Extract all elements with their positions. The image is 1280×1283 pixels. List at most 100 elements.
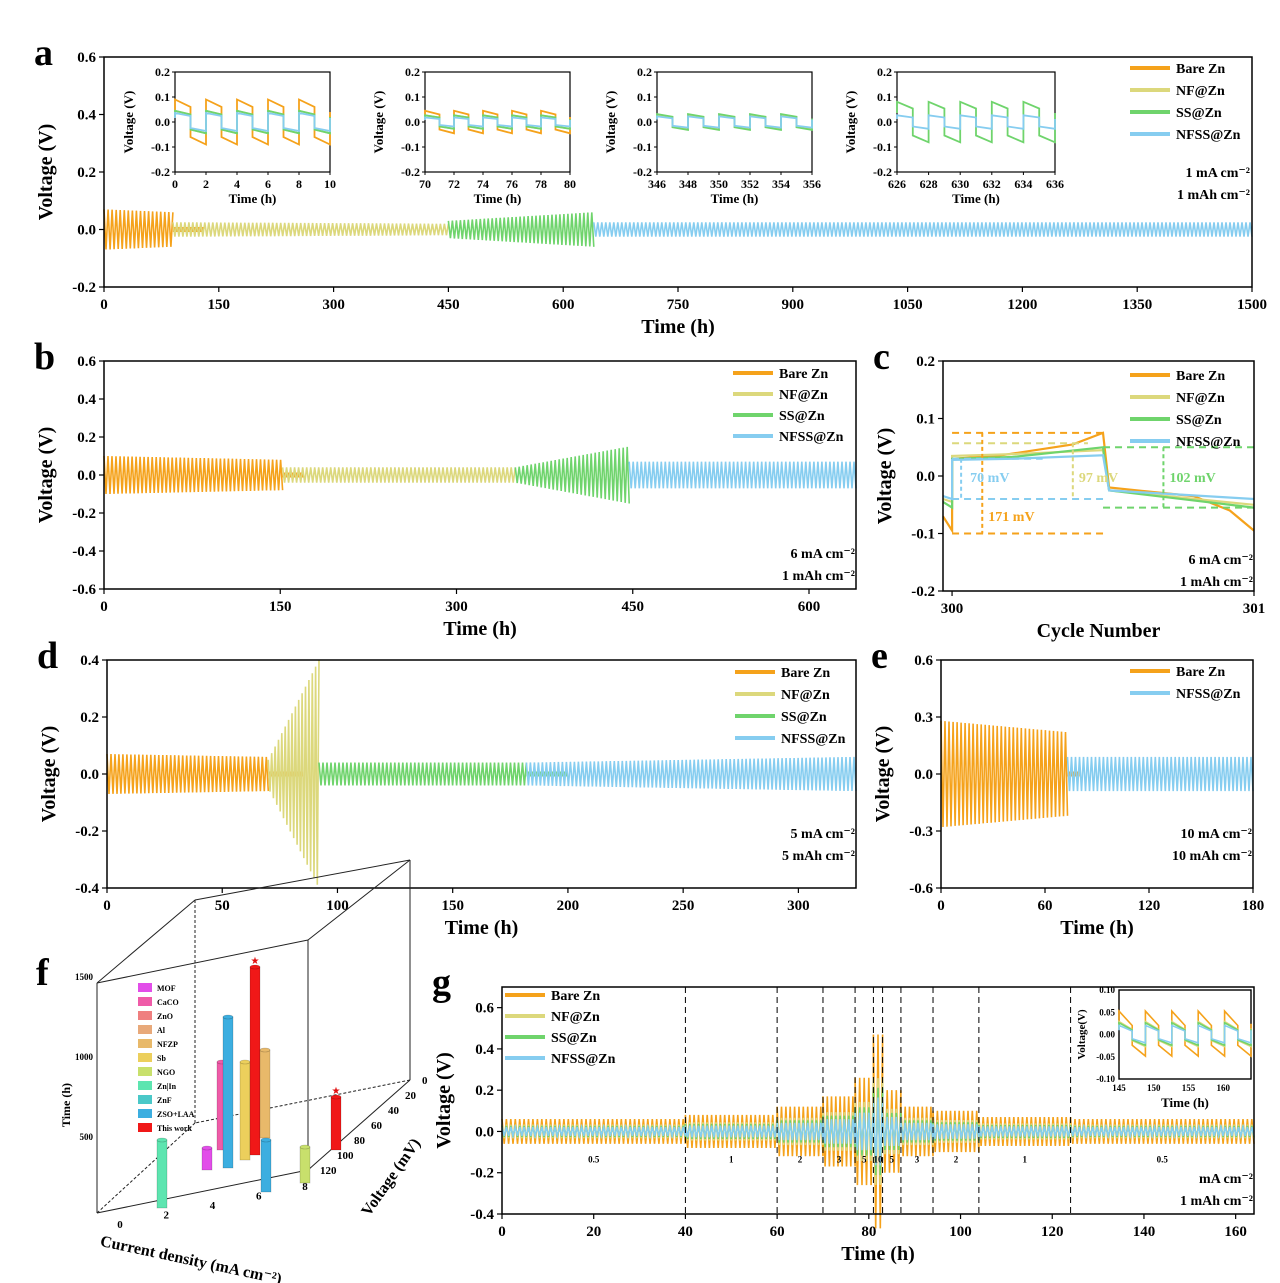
bar-cylinder xyxy=(330,1096,342,1151)
inset-x-label: Time (h) xyxy=(229,191,277,206)
legend-swatch xyxy=(138,1109,152,1118)
y-tick-label: 0.6 xyxy=(77,50,96,66)
inset-x-tick-label: 155 xyxy=(1182,1083,1196,1093)
box-edge xyxy=(96,1122,196,1214)
panel-label: f xyxy=(36,952,50,994)
inset-x-tick-label: 634 xyxy=(1014,177,1032,191)
y-tick-label: 0.0 xyxy=(475,1124,494,1140)
x-tick-label: 301 xyxy=(1243,601,1266,617)
bar-cap xyxy=(330,1094,342,1100)
inset-y-tick-label: -0.1 xyxy=(151,140,170,154)
x-tick-label: 120 xyxy=(1041,1224,1064,1240)
x-tick-label: 60 xyxy=(1038,898,1053,914)
legend-label: ZnO xyxy=(157,1012,173,1021)
y-tick-label: 1500 xyxy=(75,972,94,982)
x-tick-label: 160 xyxy=(1224,1224,1247,1240)
inset-x-tick-label: 350 xyxy=(710,177,728,191)
y-tick-label: -0.1 xyxy=(911,527,935,543)
x-tick-label: 120 xyxy=(1138,898,1161,914)
series-line xyxy=(1066,756,1254,792)
inset-y-tick-label: 0.2 xyxy=(637,65,652,79)
x-tick-label: 100 xyxy=(326,898,349,914)
inset-x-tick-label: 4 xyxy=(234,177,240,191)
x-tick-label: 0 xyxy=(937,898,945,914)
x-tick-label: 180 xyxy=(1242,898,1265,914)
legend-label: SS@Zn xyxy=(551,1031,597,1046)
bar-cylinder xyxy=(299,1146,311,1184)
inset-y-tick-label: 0.1 xyxy=(877,90,892,104)
inset-y-tick-label: 0.1 xyxy=(405,90,420,104)
z-tick-label: 120 xyxy=(320,1165,337,1177)
inset-series-line xyxy=(174,111,331,133)
panel-label: g xyxy=(432,962,451,1004)
legend-label: SS@Zn xyxy=(779,409,825,424)
y-tick-label: -0.2 xyxy=(911,584,935,600)
y-tick-label: 0.4 xyxy=(77,108,96,124)
y-tick-label: 0.2 xyxy=(80,710,99,726)
legend-label: NFSS@Zn xyxy=(1176,435,1241,450)
inset-x-tick-label: 348 xyxy=(679,177,697,191)
legend-swatch xyxy=(138,1081,152,1090)
condition-capacity: 10 mAh cm⁻² xyxy=(1172,849,1252,864)
inset-y-tick-label: 0.0 xyxy=(877,115,892,129)
inset-x-tick-label: 626 xyxy=(888,177,906,191)
inset-y-tick-label: -0.2 xyxy=(401,165,420,179)
legend-label: SS@Zn xyxy=(781,710,827,725)
legend-swatch xyxy=(138,1053,152,1062)
y-tick-label: 0.0 xyxy=(914,767,933,783)
inset-y-tick-label: 0.2 xyxy=(405,65,420,79)
y-tick-label: -0.3 xyxy=(909,824,933,840)
inset-x-tick-label: 80 xyxy=(564,177,576,191)
plot-frame xyxy=(501,986,1255,1215)
x-tick-label: 900 xyxy=(782,297,805,313)
legend-label: NF@Zn xyxy=(551,1010,600,1025)
series-line xyxy=(318,762,528,786)
rate-label: 1 xyxy=(729,1154,734,1164)
x-axis-label: Cycle Number xyxy=(1037,620,1161,642)
box-edge xyxy=(96,899,196,984)
y-axis-label: Voltage (V) xyxy=(38,726,60,822)
inset-x-label: Time (h) xyxy=(711,191,759,206)
y-axis-label: Voltage (V) xyxy=(433,1052,455,1148)
inset-x-tick-label: 354 xyxy=(772,177,790,191)
legend-label: Zn|In xyxy=(157,1082,177,1091)
inset-series-line xyxy=(656,115,813,129)
inset-x-tick-label: 74 xyxy=(477,177,489,191)
inset-x-tick-label: 72 xyxy=(448,177,460,191)
inset-y-label: Voltage (V) xyxy=(121,91,136,154)
inset-y-tick-label: 0.2 xyxy=(877,65,892,79)
y-tick-label: -0.4 xyxy=(75,881,99,897)
y-tick-label: -0.4 xyxy=(470,1207,494,1223)
inset-y-tick-label: -0.1 xyxy=(873,140,892,154)
legend-label: NFZP xyxy=(157,1040,178,1049)
x-tick-label: 300 xyxy=(445,599,468,615)
bar-cylinder xyxy=(259,1049,271,1139)
legend-swatch xyxy=(138,1025,152,1034)
x-axis-label: Time (h) xyxy=(841,1243,915,1265)
inset-y-tick-label: -0.1 xyxy=(401,140,420,154)
bar-cap xyxy=(201,1145,213,1151)
box-edge xyxy=(194,859,411,901)
inset-series-line xyxy=(1118,1024,1252,1044)
series-line xyxy=(628,461,857,489)
y-tick-label: 0.2 xyxy=(77,430,96,446)
inset-x-tick-label: 70 xyxy=(419,177,431,191)
inset-y-tick-label: -0.05 xyxy=(1096,1052,1115,1062)
x-tick-label: 150 xyxy=(269,599,292,615)
inset-y-tick-label: 0.2 xyxy=(155,65,170,79)
y-axis-label: Voltage (V) xyxy=(872,726,894,822)
legend-label: NFSS@Zn xyxy=(1176,687,1241,702)
y-axis-label: Voltage (V) xyxy=(35,124,57,220)
bar-cylinder xyxy=(201,1147,213,1171)
condition-current: 6 mA cm⁻² xyxy=(791,547,855,562)
x-tick-label: 150 xyxy=(208,297,231,313)
inset-y-tick-label: -0.1 xyxy=(633,140,652,154)
inset-x-label: Time (h) xyxy=(1161,1095,1209,1110)
inset-y-tick-label: 0.1 xyxy=(155,90,170,104)
legend-label: NF@Zn xyxy=(1176,391,1225,406)
legend-swatch xyxy=(138,1039,152,1048)
x-tick-label: 1500 xyxy=(1237,297,1267,313)
inset-y-label: Voltage(V) xyxy=(1076,1009,1088,1060)
series-line xyxy=(103,455,284,495)
y-tick-label: 0.6 xyxy=(914,653,933,669)
